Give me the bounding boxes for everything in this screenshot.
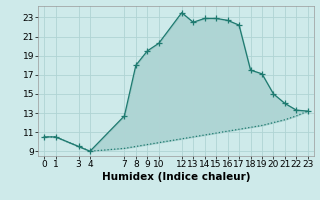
X-axis label: Humidex (Indice chaleur): Humidex (Indice chaleur): [102, 172, 250, 182]
